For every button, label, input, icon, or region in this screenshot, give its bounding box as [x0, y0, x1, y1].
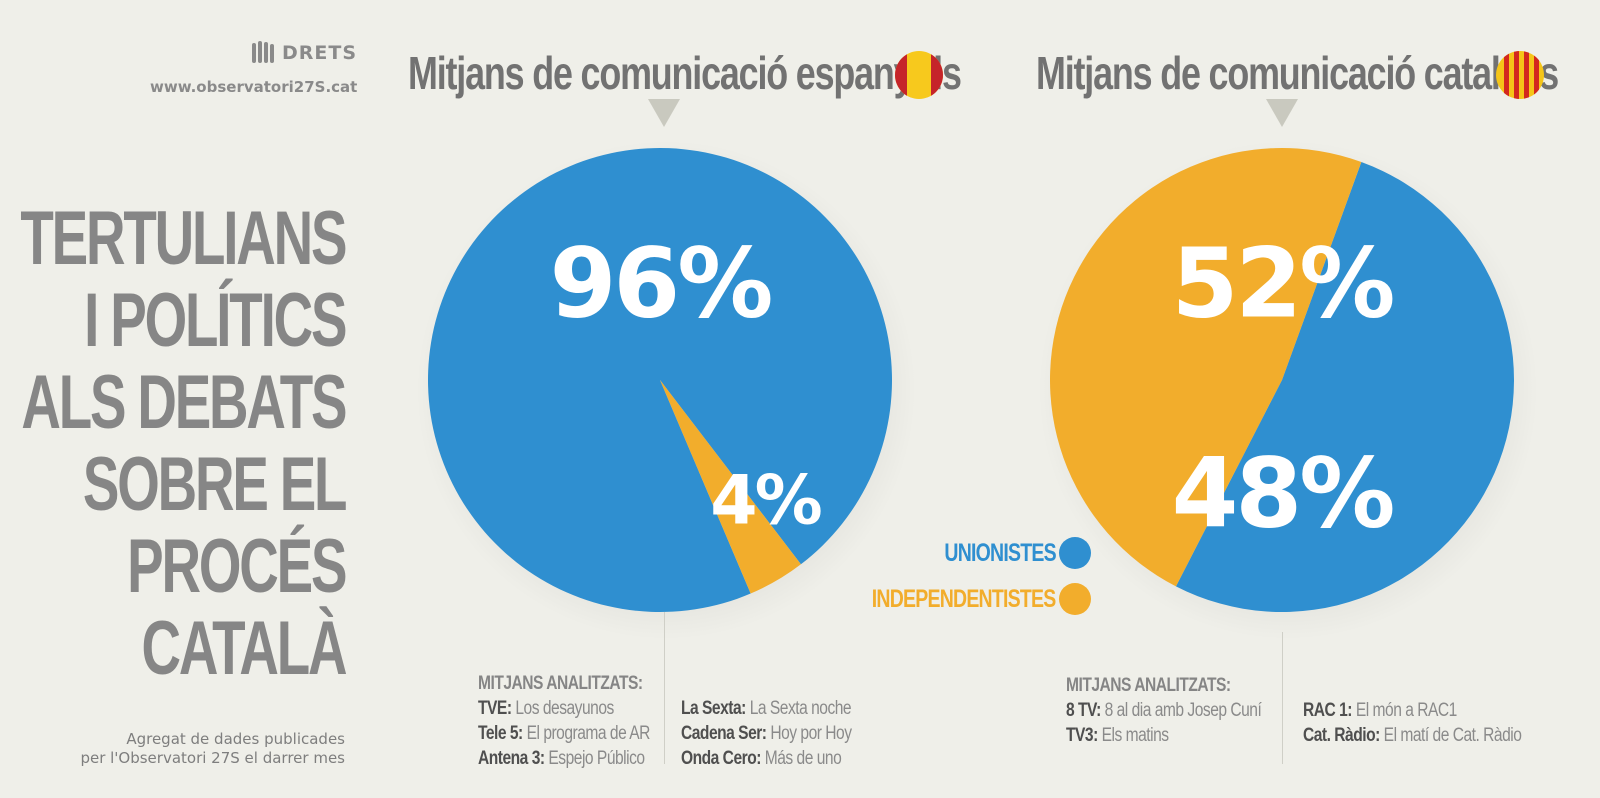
legend-item-independentistes: INDEPENDENTISTES — [820, 576, 1092, 622]
media-program: Más de uno — [764, 748, 842, 769]
spain-flag-icon — [895, 51, 943, 99]
media-list-spanish-left: MITJANS ANALITZATS: TVE: Los desayunos T… — [478, 671, 688, 771]
media-list-catalan-left: MITJANS ANALITZATS: 8 TV: 8 al dia amb J… — [1066, 673, 1304, 748]
media-item: Cat. Ràdio: El matí de Cat. Ràdio — [1303, 723, 1522, 748]
media-program: El programa de AR — [526, 723, 651, 744]
media-item: 8 TV: 8 al dia amb Josep Cuní — [1066, 698, 1262, 723]
media-program: 8 al dia amb Josep Cuní — [1104, 700, 1262, 721]
chart-title-spanish-media: Mitjans de comunicació espanyols — [408, 47, 962, 99]
media-item: RAC 1: El món a RAC1 — [1303, 698, 1521, 723]
media-heading: MITJANS ANALITZATS: — [478, 673, 643, 694]
legend-item-unionistes: UNIONISTES — [820, 530, 1092, 576]
divider-line — [664, 612, 665, 764]
pie-slice-unionistes — [428, 147, 893, 612]
media-item: TVE: Los desayunos — [478, 696, 650, 721]
media-name: TV3: — [1066, 725, 1098, 746]
title-line: PROCÉS — [126, 524, 347, 609]
catalan-flag-icon — [1496, 51, 1544, 99]
pie-value-label: 96% — [550, 227, 772, 339]
pie-slice-independentistes — [1050, 148, 1362, 587]
pie-chart-spanish: 96% 4% — [416, 140, 916, 640]
media-name: Antena 3: — [478, 748, 545, 769]
media-program: El matí de Cat. Ràdio — [1383, 725, 1522, 746]
title-line: SOBRE EL — [82, 442, 348, 527]
title-line: ALS DEBATS — [21, 360, 347, 445]
media-item: Onda Cero: Más de uno — [681, 746, 852, 771]
media-list-catalan-right: RAC 1: El món a RAC1 Cat. Ràdio: El matí… — [1303, 698, 1569, 748]
media-name: RAC 1: — [1303, 700, 1352, 721]
media-program: Espejo Público — [548, 748, 645, 769]
media-name: Cadena Ser: — [681, 723, 767, 744]
pie-slice-unionistes — [1175, 161, 1515, 613]
pointer-triangle — [648, 99, 680, 127]
media-program: El món a RAC1 — [1355, 700, 1457, 721]
media-item: Cadena Ser: Hoy por Hoy — [681, 721, 852, 746]
chart-title-catalan-media: Mitjans de comunicació catalans — [1036, 47, 1559, 99]
legend-label-unionistes: UNIONISTES — [944, 538, 1056, 567]
logo-text: DRETS — [282, 42, 358, 64]
divider-line — [1282, 632, 1283, 764]
main-title: TERTULIANS I POLÍTICS ALS DEBATS SOBRE E… — [20, 196, 348, 691]
title-line: TERTULIANS — [20, 196, 347, 281]
media-name: La Sexta: — [681, 698, 746, 719]
pie-value-label: 48% — [1172, 437, 1394, 549]
media-program: Los desayunos — [515, 698, 614, 719]
logo: DRETS — [250, 40, 357, 66]
media-item: La Sexta: La Sexta noche — [681, 696, 852, 721]
media-name: Tele 5: — [478, 723, 523, 744]
aggregate-note-line: Agregat de dades publicades — [126, 730, 345, 748]
aggregate-note-line: per l'Observatori 27S el darrer mes — [80, 749, 345, 767]
media-item: Antena 3: Espejo Público — [478, 746, 650, 771]
legend: UNIONISTES INDEPENDENTISTES — [820, 530, 1092, 622]
media-heading: MITJANS ANALITZATS: — [1066, 675, 1231, 696]
media-name: Onda Cero: — [681, 748, 761, 769]
pie-value-label: 4% — [710, 462, 820, 541]
media-program: La Sexta noche — [749, 698, 852, 719]
media-item: Tele 5: El programa de AR — [478, 721, 650, 746]
media-list-spanish-right: La Sexta: La Sexta noche Cadena Ser: Hoy… — [681, 696, 889, 771]
media-item: TV3: Els matins — [1066, 723, 1261, 748]
media-name: TVE: — [478, 698, 512, 719]
title-line: I POLÍTICS — [83, 278, 347, 363]
pointer-triangle — [1266, 99, 1298, 127]
pie-value-label: 52% — [1172, 227, 1394, 339]
website-url: www.observatori27S.cat — [150, 78, 358, 96]
hands-logo-icon — [252, 41, 274, 63]
media-name: Cat. Ràdio: — [1303, 725, 1380, 746]
legend-dot-unionistes — [1059, 537, 1092, 569]
legend-label-independentistes: INDEPENDENTISTES — [871, 584, 1056, 613]
media-name: 8 TV: — [1066, 700, 1101, 721]
legend-dot-independentistes — [1059, 583, 1092, 615]
pie-chart-catalan: 52% 48% — [1038, 140, 1538, 640]
media-program: Hoy por Hoy — [770, 723, 852, 744]
media-program: Els matins — [1101, 725, 1169, 746]
aggregate-note: Agregat de dades publicades per l'Observ… — [80, 730, 345, 768]
title-line: CATALÀ — [141, 606, 347, 691]
pie-slice-independentistes — [660, 380, 801, 594]
